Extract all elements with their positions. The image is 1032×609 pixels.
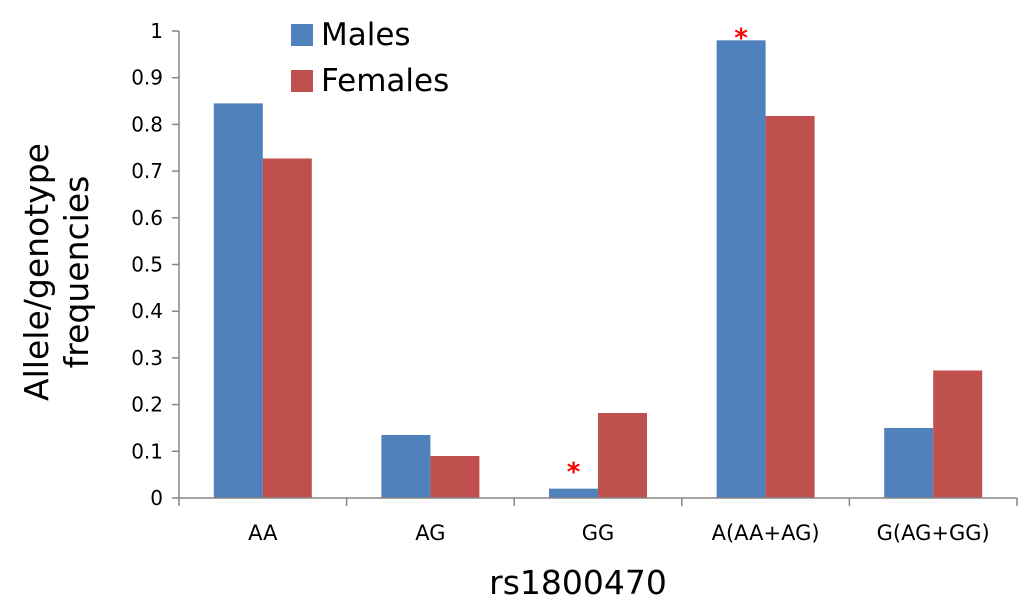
y-axis-title: Allele/genotypefrequencies [17, 143, 96, 401]
x-tick-label: AA [248, 521, 278, 545]
y-tick-label: 1 [150, 19, 163, 43]
bar-females-3 [765, 115, 815, 498]
bar-males-0 [213, 103, 263, 498]
y-tick-label: 0.5 [131, 253, 163, 277]
y-tick-label: 0.8 [131, 112, 163, 136]
x-tick-label: A(AA+AG) [712, 521, 820, 545]
legend-swatch-females [291, 70, 313, 92]
axes-layer [172, 30, 1018, 506]
y-tick-label: 0.2 [131, 393, 163, 417]
bar-females-2 [598, 413, 647, 498]
bar-males-2 [549, 488, 598, 498]
bar-females-4 [933, 370, 983, 498]
bar-females-1 [430, 455, 480, 498]
significance-asterisk: * [734, 23, 748, 53]
legend-label-females: Females [321, 63, 449, 99]
legend-swatch-males [291, 24, 313, 46]
labels-layer: 0 0.1 0.2 0.3 0.4 0.5 0.6 0.7 0.8 0.9 1 AA AG GG A(AA+… [131, 19, 990, 545]
bar-males-3 [716, 40, 766, 499]
y-tick-label: 0.1 [131, 439, 163, 463]
y-tick-label: 0 [150, 486, 163, 510]
bar-males-4 [884, 427, 934, 498]
y-tick-label: 0.7 [131, 159, 163, 183]
x-tick-label: GG [582, 521, 615, 545]
legend-label-males: Males [321, 17, 411, 53]
y-tick-label: 0.4 [131, 299, 163, 323]
x-tick-label: AG [415, 521, 445, 545]
y-tick-label: 0.3 [131, 346, 163, 370]
annotations-layer: ** [567, 23, 749, 487]
significance-asterisk: * [567, 458, 581, 488]
x-axis-title: rs1800470 [489, 563, 667, 602]
x-tick-label: G(AG+GG) [877, 521, 990, 545]
bar-females-0 [262, 158, 312, 498]
y-tick-label: 0.9 [131, 66, 163, 90]
y-tick-label: 0.6 [131, 206, 163, 230]
bars-layer [213, 40, 983, 499]
bar-males-1 [381, 434, 431, 498]
legend: Males Females [291, 17, 449, 99]
